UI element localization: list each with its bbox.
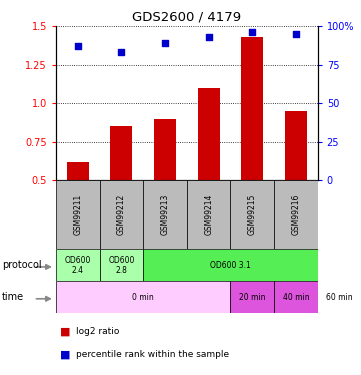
Text: protocol: protocol [2,260,42,270]
Text: time: time [2,292,24,302]
Bar [154,118,176,180]
Text: OD600
2.4: OD600 2.4 [65,256,91,275]
Text: 0 min: 0 min [132,292,154,302]
Bar [187,180,230,249]
Bar [56,180,100,249]
Text: GSM99212: GSM99212 [117,194,126,236]
Bar [318,281,361,313]
Bar [100,249,143,281]
Text: ■: ■ [60,327,70,337]
Point [206,34,212,40]
Bar [242,37,263,180]
Text: 60 min: 60 min [326,292,353,302]
Text: OD600 3.1: OD600 3.1 [210,261,251,270]
Text: GSM99214: GSM99214 [204,194,213,236]
Text: GSM99211: GSM99211 [73,194,82,236]
Bar [230,281,274,313]
Bar [143,249,318,281]
Bar [230,180,274,249]
Text: GSM99215: GSM99215 [248,194,257,236]
Point [249,29,255,35]
Bar [56,281,230,313]
Bar [143,180,187,249]
Text: ■: ■ [60,350,70,359]
Text: GSM99213: GSM99213 [161,194,170,236]
Point [75,43,81,49]
Bar [285,111,307,180]
Bar [274,281,318,313]
Bar [56,249,100,281]
Text: 20 min: 20 min [239,292,265,302]
Text: 40 min: 40 min [283,292,309,302]
Text: log2 ratio: log2 ratio [76,327,119,336]
Bar [67,162,89,180]
Bar [100,180,143,249]
Bar [274,180,318,249]
Bar [198,88,219,180]
Point [118,50,124,55]
Point [293,31,299,37]
Text: percentile rank within the sample: percentile rank within the sample [76,350,229,359]
Text: OD600
2.8: OD600 2.8 [108,256,135,275]
Point [162,40,168,46]
Title: GDS2600 / 4179: GDS2600 / 4179 [132,11,242,24]
Text: GSM99216: GSM99216 [291,194,300,236]
Bar [110,126,132,180]
